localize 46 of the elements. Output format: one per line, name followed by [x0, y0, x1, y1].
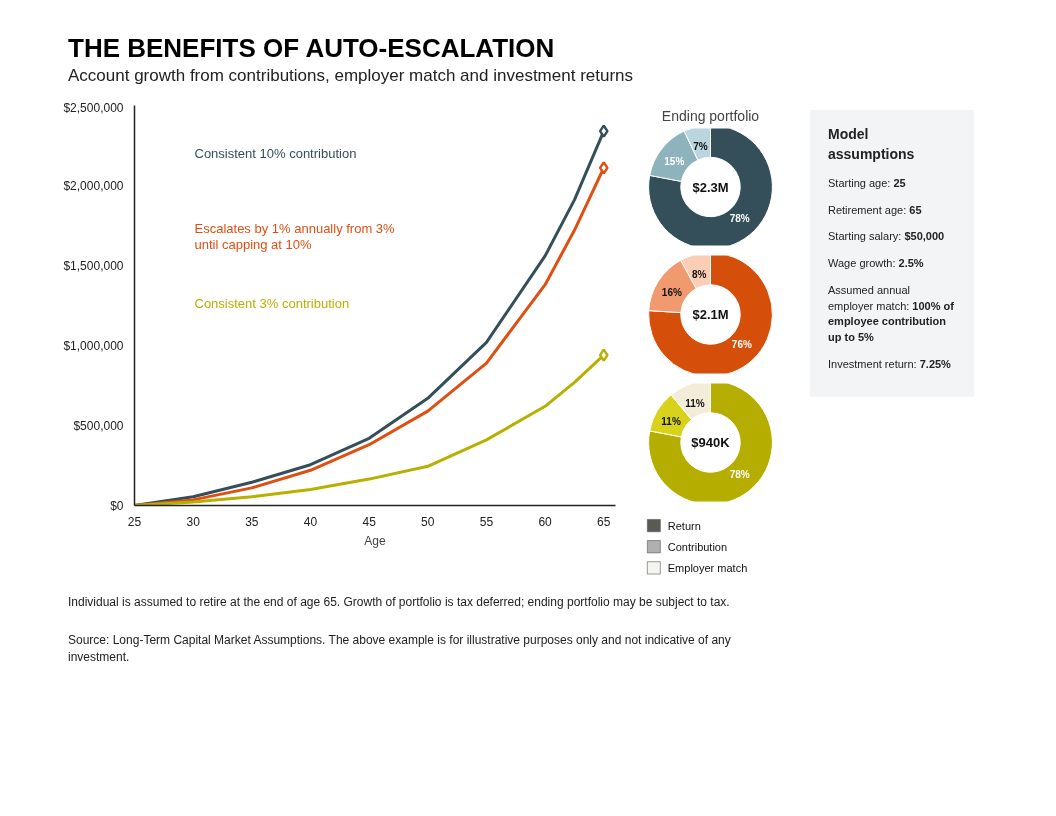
source-note: Source: Long-Term Capital Market Assumptions. The above example is for illustrative purposes only and not indicative of any investment.	[68, 632, 732, 667]
text: $2.1M	[692, 307, 729, 322]
data-label: 76%	[731, 339, 752, 351]
y-tick-label: $0	[110, 498, 124, 513]
data-label: 11%	[685, 397, 705, 409]
text: Model assumptions	[828, 125, 916, 164]
text: Escalates by 1% annually from 3% until capping at 10%	[194, 220, 396, 252]
data-label: 78%	[729, 469, 750, 481]
x-tick-label: 45	[362, 514, 377, 529]
x-tick-label: 60	[538, 514, 553, 529]
x-tick-label: 25	[127, 514, 142, 529]
text: Retirement age: 65	[828, 202, 923, 218]
data-label: 11%	[661, 415, 681, 427]
text: $940K	[691, 435, 731, 450]
data-label: 15%	[664, 156, 685, 168]
y-tick-label: $1,000,000	[63, 338, 124, 353]
category-label: Employer match	[667, 561, 748, 574]
y-tick-label: $2,000,000	[63, 178, 124, 193]
data-label: 7%	[693, 141, 708, 153]
text: Assumed annual employer match: 100% of employee contribution up to 5%	[828, 282, 955, 345]
x-tick-label: 30	[186, 514, 201, 529]
chart-subtitle: Account growth from contributions, employer match and investment returns	[68, 65, 634, 87]
category-label: Contribution	[667, 540, 728, 553]
text: Consistent 10% contribution	[194, 145, 357, 161]
data-label: 16%	[661, 286, 682, 298]
x-axis-title: Age	[364, 533, 386, 548]
x-tick-label: 65	[597, 514, 611, 529]
text: Consistent 3% contribution	[194, 295, 350, 311]
y-tick-label: $2,500,000	[63, 100, 124, 115]
text: Starting salary: $50,000	[828, 229, 946, 245]
category-label: Return	[667, 519, 701, 532]
text: Individual is assumed to retire at the end of age 65. Growth of portfolio is tax deferred; ending portfolio may be subject to tax.	[68, 594, 731, 611]
text: Wage growth: 2.5%	[828, 256, 925, 272]
x-tick-label: 40	[303, 514, 318, 529]
text: $2.3M	[692, 179, 729, 195]
x-tick-label: 50	[421, 514, 435, 529]
text: Starting age: 25	[828, 176, 907, 191]
chart-title: THE BENEFITS OF AUTO-ESCALATION	[68, 32, 555, 65]
text: Investment return: 7.25%	[828, 356, 952, 372]
data-label: 8%	[691, 268, 707, 280]
y-tick-label: $1,500,000	[63, 258, 124, 273]
x-tick-label: 35	[245, 514, 259, 529]
data-label: 78%	[729, 213, 750, 225]
chart-title: Ending portfolio	[661, 107, 760, 124]
x-tick-label: 55	[479, 514, 494, 529]
y-tick-label: $500,000	[73, 418, 124, 433]
